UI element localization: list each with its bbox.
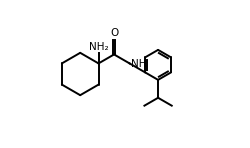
Text: NH₂: NH₂ (89, 42, 108, 52)
Text: NH: NH (131, 59, 146, 69)
Text: O: O (110, 28, 118, 38)
